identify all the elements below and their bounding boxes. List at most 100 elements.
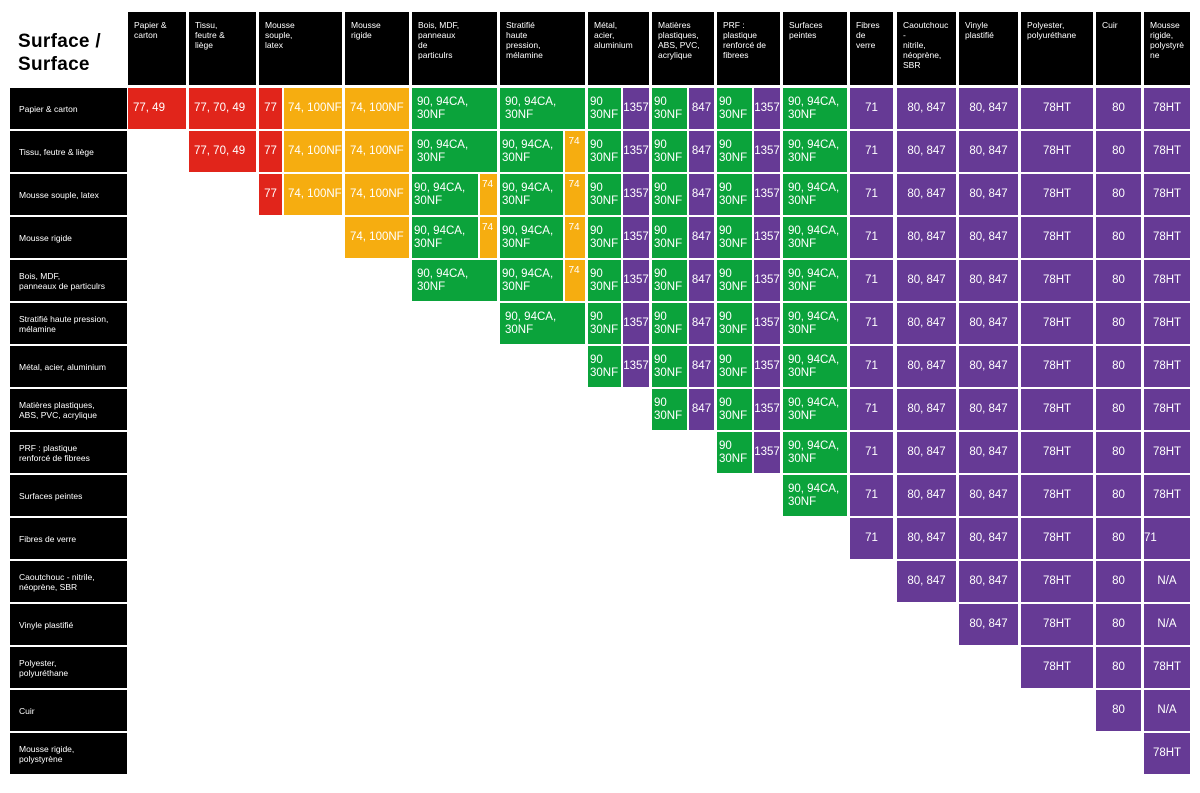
- matrix-cell: 90, 94CA, 30NF: [412, 88, 497, 129]
- matrix-cell: 90, 94CA, 30NF: [412, 260, 497, 301]
- matrix-cell: 78HT: [1021, 346, 1093, 387]
- column-header: PRF : plastique renforcé de fibrees: [717, 12, 780, 85]
- matrix-cell-part: 90 30NF: [717, 432, 752, 473]
- matrix-cell-part: 1357: [754, 346, 780, 387]
- matrix-cell-part: 90 30NF: [652, 260, 687, 301]
- matrix-cell-part: 1357: [754, 260, 780, 301]
- matrix-cell: 78HT: [1021, 217, 1093, 258]
- column-header: Tissu, feutre & liège: [189, 12, 256, 85]
- matrix-cell-part: 847: [689, 131, 714, 172]
- matrix-cell: 80: [1096, 432, 1141, 473]
- column-header: Cuir: [1096, 12, 1141, 85]
- matrix-cell: 77, 70, 49: [189, 131, 256, 172]
- matrix-cell: 78HT: [1021, 475, 1093, 516]
- row-header: Tissu, feutre & liège: [10, 131, 127, 172]
- matrix-cell: 80, 847: [897, 131, 956, 172]
- row-header: Stratifié haute pression, mélamine: [10, 303, 127, 344]
- matrix-cell: 78HT: [1144, 217, 1190, 258]
- matrix-cell-part: 90 30NF: [588, 88, 621, 129]
- matrix-cell-part: 90, 94CA, 30NF: [500, 217, 563, 258]
- row-header: PRF : plastique renforcé de fibrees: [10, 432, 127, 473]
- matrix-cell: 80: [1096, 475, 1141, 516]
- matrix-cell: 90, 94CA, 30NF: [500, 303, 585, 344]
- matrix-cell-part: 90, 94CA, 30NF: [500, 260, 563, 301]
- table-title: Surface / Surface: [18, 31, 101, 75]
- row-header: Caoutchouc - nitrile, néoprène, SBR: [10, 561, 127, 602]
- row-header: Mousse rigide: [10, 217, 127, 258]
- matrix-cell-part: 74: [565, 217, 585, 258]
- matrix-cell-part: 1357: [623, 260, 649, 301]
- matrix-cell-part: 90 30NF: [588, 346, 621, 387]
- matrix-cell: 74, 100NF: [345, 88, 409, 129]
- matrix-cell: 74, 100NF: [345, 174, 409, 215]
- row-header: Papier & carton: [10, 88, 127, 129]
- matrix-cell-part: 90 30NF: [652, 389, 687, 430]
- matrix-cell: 80: [1096, 389, 1141, 430]
- matrix-cell-part: 77: [259, 174, 282, 215]
- column-header: Polyester, polyuréthane: [1021, 12, 1093, 85]
- matrix-cell-part: 74, 100NF: [284, 88, 342, 129]
- matrix-cell-part: 1357: [754, 389, 780, 430]
- matrix-cell: 80: [1096, 647, 1141, 688]
- matrix-cell: 80: [1096, 217, 1141, 258]
- matrix-cell: 90, 94CA, 30NF: [783, 475, 847, 516]
- matrix-cell: 90, 94CA, 30NF: [783, 303, 847, 344]
- row-header: Matières plastiques, ABS, PVC, acrylique: [10, 389, 127, 430]
- matrix-cell: 80, 847: [959, 475, 1018, 516]
- matrix-cell: 80, 847: [959, 518, 1018, 559]
- matrix-cell-part: 1357: [623, 346, 649, 387]
- matrix-cell: 80, 847: [897, 389, 956, 430]
- matrix-cell: 78HT: [1144, 647, 1190, 688]
- matrix-cell: 78HT: [1021, 260, 1093, 301]
- matrix-cell: 80, 847: [959, 389, 1018, 430]
- matrix-cell: 90, 94CA, 30NF: [783, 260, 847, 301]
- matrix-cell: 80, 847: [897, 174, 956, 215]
- matrix-cell: 78HT: [1144, 88, 1190, 129]
- matrix-cell-part: 90, 94CA, 30NF: [500, 131, 563, 172]
- row-header: Vinyle plastifié: [10, 604, 127, 645]
- matrix-cell-part: 77: [259, 131, 282, 172]
- matrix-cell-part: 90 30NF: [588, 217, 621, 258]
- matrix-cell: 71: [850, 260, 893, 301]
- row-header: Mousse rigide, polystyrène: [10, 733, 127, 774]
- matrix-cell-part: 847: [689, 389, 714, 430]
- matrix-cell-part: 90 30NF: [652, 174, 687, 215]
- matrix-cell-part: 1357: [754, 88, 780, 129]
- matrix-cell-part: 847: [689, 303, 714, 344]
- matrix-cell-part: 90 30NF: [652, 131, 687, 172]
- matrix-cell-part: 1357: [623, 131, 649, 172]
- matrix-cell: 80, 847: [897, 260, 956, 301]
- matrix-cell: N/A: [1144, 561, 1190, 602]
- row-header: Surfaces peintes: [10, 475, 127, 516]
- matrix-cell: 80, 847: [959, 346, 1018, 387]
- matrix-cell: 71: [850, 131, 893, 172]
- matrix-cell: 80, 847: [959, 174, 1018, 215]
- matrix-cell-part: 90 30NF: [717, 303, 752, 344]
- matrix-cell: 80, 847: [897, 217, 956, 258]
- matrix-cell: 90, 94CA, 30NF: [783, 389, 847, 430]
- matrix-cell: 78HT: [1144, 174, 1190, 215]
- matrix-cell-part: 90, 94CA, 30NF: [412, 217, 478, 258]
- column-header: Vinyle plastifié: [959, 12, 1018, 85]
- matrix-cell: 80: [1096, 346, 1141, 387]
- matrix-cell: 71: [850, 346, 893, 387]
- row-header: Mousse souple, latex: [10, 174, 127, 215]
- matrix-cell-part: 90 30NF: [717, 131, 752, 172]
- matrix-cell: 80, 847: [897, 518, 956, 559]
- matrix-cell: 78HT: [1021, 131, 1093, 172]
- matrix-cell: 90, 94CA, 30NF: [783, 131, 847, 172]
- matrix-cell: 80, 847: [959, 88, 1018, 129]
- matrix-cell: 71: [1144, 518, 1190, 559]
- row-header: Fibres de verre: [10, 518, 127, 559]
- matrix-cell: 78HT: [1021, 389, 1093, 430]
- matrix-cell: 71: [850, 174, 893, 215]
- matrix-cell: 78HT: [1021, 647, 1093, 688]
- matrix-cell-part: 74, 100NF: [284, 131, 342, 172]
- matrix-cell: 80, 847: [959, 432, 1018, 473]
- matrix-cell-part: 74: [480, 174, 497, 215]
- matrix-cell: 90, 94CA, 30NF: [412, 131, 497, 172]
- matrix-cell: 80, 847: [897, 303, 956, 344]
- matrix-cell-part: 1357: [623, 217, 649, 258]
- column-header: Caoutchouc - nitrile, néoprène, SBR: [897, 12, 956, 85]
- matrix-cell: 71: [850, 88, 893, 129]
